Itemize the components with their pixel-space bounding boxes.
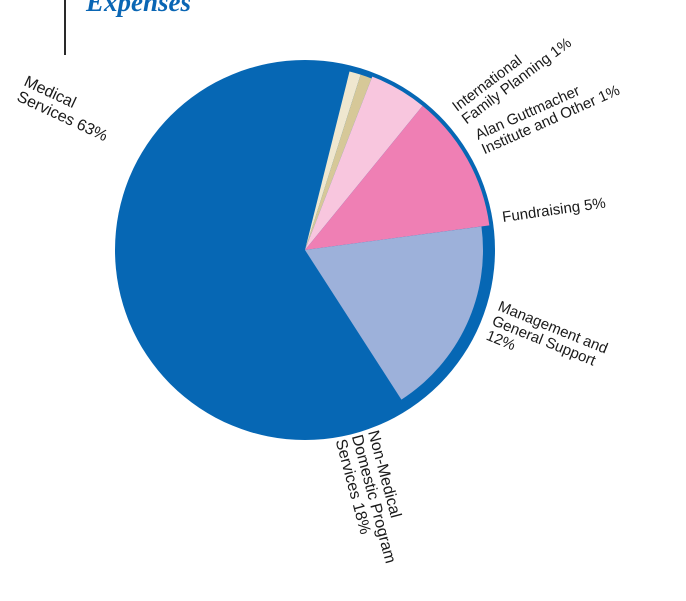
pie-slice-management [305,105,490,250]
slice-label-management: Management andGeneral Support12% [484,298,610,387]
pie-slice-fundraising [305,76,423,250]
slice-label-nonmedical: Non-MedicalDomestic ProgramServices 18% [332,429,415,570]
slice-label-line: Fundraising 5% [501,195,607,226]
pie-slice-guttmacher [305,74,372,250]
heading-rule [64,0,66,55]
pie-slice-family [305,71,361,250]
slice-label-medical: MedicalServices 63% [14,73,117,145]
chart-title: Expenses [86,0,192,17]
pie-slice-nonmedical [305,226,484,400]
slice-label-fundraising: Fundraising 5% [501,195,607,226]
